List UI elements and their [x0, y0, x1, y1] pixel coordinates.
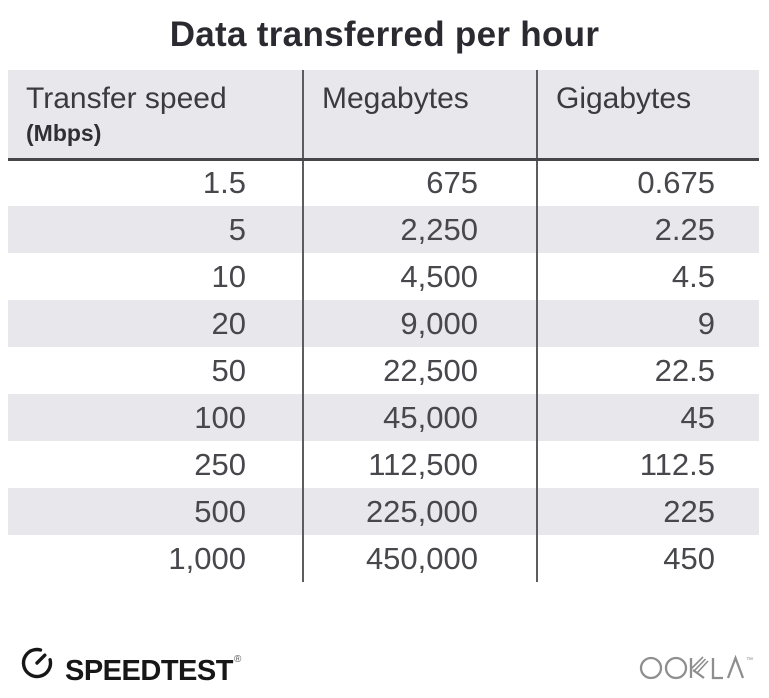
table-row: 500 225,000 225 [8, 488, 759, 535]
table-cell: 225 [536, 488, 759, 535]
column-label: Transfer speed [26, 82, 227, 115]
table-cell: 2.25 [536, 206, 759, 253]
table-cell: 4.5 [536, 253, 759, 300]
column-sublabel: (Mbps) [26, 120, 102, 146]
table-cell: 675 [302, 159, 537, 206]
footer: SPEEDTEST® ™ [0, 641, 769, 690]
table-cell: 100 [194, 399, 246, 435]
ookla-letter-l [711, 658, 723, 680]
ookla-logo-icon: ™ [639, 654, 753, 680]
column-label: Megabytes [322, 82, 469, 115]
table-cell: 5 [228, 211, 246, 247]
table-row: 100 45,000 45 [8, 394, 759, 441]
table-cell: 450,000 [302, 535, 537, 582]
table-cell: 500 [194, 493, 246, 529]
table-row: 250 112,500 112.5 [8, 441, 759, 488]
table-cell: 1,000 [168, 540, 246, 576]
table-cell: 2,250 [302, 206, 537, 253]
table-row: 1.5 675 0.675 [8, 159, 759, 206]
table-cell: 22,500 [302, 347, 537, 394]
table-row: 50 22,500 22.5 [8, 347, 759, 394]
table-cell: 0.675 [536, 159, 759, 206]
column-header-megabytes: Megabytes [302, 70, 537, 161]
gauge-icon [21, 647, 53, 679]
table-row: 10 4,500 4.5 [8, 253, 759, 300]
table-cell: 20 [211, 305, 246, 341]
table-cell: 4,500 [302, 253, 537, 300]
data-table: Transfer speed (Mbps) Megabytes Gigabyte… [8, 70, 759, 582]
ookla-trademark: ™ [746, 657, 753, 664]
table-cell: 22.5 [536, 347, 759, 394]
table-cell: 112.5 [536, 441, 759, 488]
table-cell: 9 [536, 300, 759, 347]
speedtest-logo: SPEEDTEST® [18, 641, 241, 690]
registered-trademark-icon: ® [233, 654, 241, 665]
column-header-gigabytes: Gigabytes [536, 70, 759, 161]
table-row: 20 9,000 9 [8, 300, 759, 347]
table-cell: 225,000 [302, 488, 537, 535]
table-row: 1,000 450,000 450 [8, 535, 759, 582]
table-cell: 450 [536, 535, 759, 582]
ookla-letter-k-leg [692, 669, 705, 679]
table-cell: 50 [211, 352, 246, 388]
header-row: Transfer speed (Mbps) Megabytes Gigabyte… [8, 70, 759, 161]
table-cell: 112,500 [302, 441, 537, 488]
table-cell: 45 [536, 394, 759, 441]
ookla-letter-o2 [664, 656, 688, 680]
table-cell: 250 [194, 446, 246, 482]
table-body: 1.5 675 0.675 5 2,250 2.25 10 4,500 4.5 20 9,000 9 5… [8, 159, 759, 582]
speedtest-label: SPEEDTEST [65, 655, 233, 687]
table-cell: 45,000 [302, 394, 537, 441]
table-cell: 10 [211, 258, 246, 294]
ookla-letter-a [726, 654, 745, 679]
speedtest-wordmark: SPEEDTEST® [65, 641, 241, 690]
page-title: Data transferred per hour [169, 15, 600, 54]
column-label: Gigabytes [556, 82, 692, 115]
table-cell: 9,000 [302, 300, 537, 347]
table-header: Transfer speed (Mbps) Megabytes Gigabyte… [8, 70, 759, 161]
ookla-letter-o1 [639, 656, 663, 680]
table-cell: 1.5 [202, 165, 246, 201]
table-row: 5 2,250 2.25 [8, 206, 759, 253]
column-header-transfer-speed: Transfer speed (Mbps) [8, 70, 303, 161]
